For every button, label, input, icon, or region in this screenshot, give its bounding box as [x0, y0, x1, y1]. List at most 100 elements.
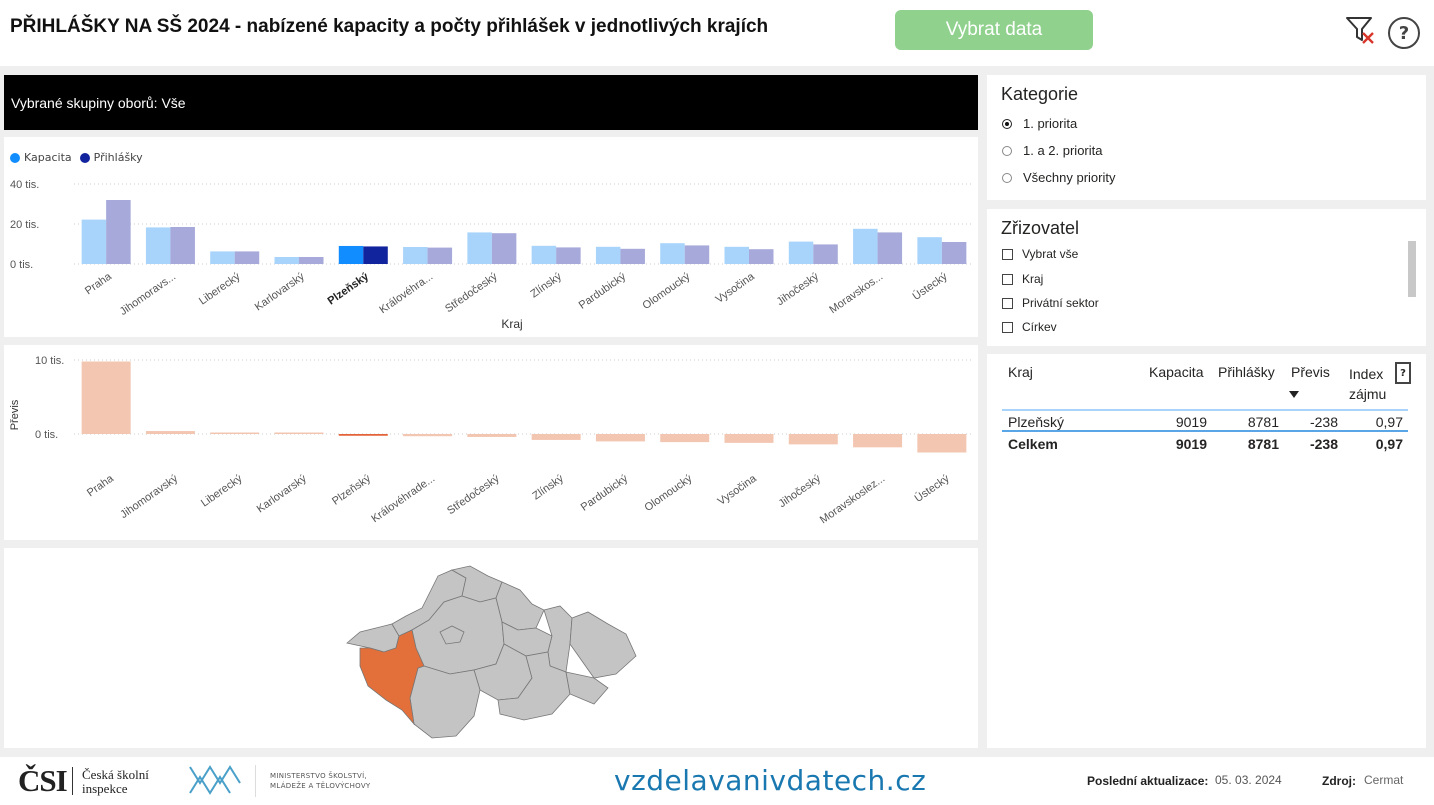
- category-option-1[interactable]: 1. priorita: [1002, 116, 1077, 131]
- radio-selected[interactable]: [1002, 118, 1012, 129]
- x-tick-label: Moravskos...: [827, 271, 885, 317]
- category-option-label: Všechny priority: [1023, 170, 1116, 185]
- csi-name-line1: Česká školní: [82, 767, 149, 782]
- bar-prihlasky[interactable]: [170, 227, 195, 264]
- map-region-karlovarsky[interactable]: [346, 623, 400, 653]
- website-link[interactable]: vzdelavanivdatech.cz: [614, 764, 927, 797]
- radio-unselected[interactable]: [1002, 145, 1012, 156]
- checkbox[interactable]: [1002, 273, 1013, 285]
- bar-previs[interactable]: [531, 434, 581, 440]
- bar-previs[interactable]: [338, 434, 388, 436]
- bar-previs[interactable]: [145, 431, 195, 434]
- category-option-2[interactable]: 1. a 2. priorita: [1002, 143, 1103, 158]
- chart-legend: Kapacita Přihlášky: [10, 151, 143, 164]
- page-title: PŘIHLÁŠKY NA SŠ 2024 - nabízené kapacity…: [10, 16, 769, 37]
- founder-option-church[interactable]: Církev: [1002, 320, 1057, 334]
- map-region-plzensky[interactable]: [359, 629, 425, 726]
- csi-name: Česká školní inspekce: [82, 768, 149, 796]
- founder-option-kraj[interactable]: Kraj: [1002, 272, 1043, 286]
- bar-previs[interactable]: [403, 434, 453, 437]
- map-region-jihocesky[interactable]: [409, 665, 481, 739]
- bar-kapacita[interactable]: [660, 243, 685, 264]
- bar-kapacita[interactable]: [81, 219, 107, 264]
- clear-filter-icon[interactable]: [1344, 14, 1378, 46]
- bar-kapacita[interactable]: [595, 246, 621, 264]
- checkbox[interactable]: [1002, 321, 1013, 333]
- x-tick-label: Olomoucký: [640, 270, 692, 312]
- x-tick-label: Pardubický: [579, 472, 631, 513]
- slicer-scrollbar[interactable]: [1408, 241, 1416, 297]
- help-icon[interactable]: ?: [1388, 17, 1420, 49]
- bar-chart-svg: 40 tis. 20 tis. 0 tis. Praha Jihomoravs... Li…: [10, 179, 974, 331]
- map-region-zlinsky[interactable]: [565, 671, 609, 705]
- bar-prihlasky[interactable]: [106, 200, 131, 264]
- bar-kapacita[interactable]: [531, 245, 557, 264]
- sort-desc-icon[interactable]: [1289, 391, 1299, 398]
- bar-prihlasky[interactable]: [684, 245, 710, 264]
- bar-kapacita[interactable]: [917, 237, 942, 264]
- czech-map-svg: [346, 565, 637, 739]
- bar-prihlasky[interactable]: [427, 247, 453, 264]
- bar-prihlasky[interactable]: [941, 242, 967, 264]
- bar-previs[interactable]: [595, 434, 645, 442]
- category-option-3[interactable]: Všechny priority: [1002, 170, 1115, 185]
- x-tick-label: Liberecký: [197, 270, 243, 307]
- bar-previs[interactable]: [917, 434, 967, 453]
- bar-kapacita[interactable]: [338, 245, 364, 264]
- x-tick-label: Zlínský: [530, 472, 566, 502]
- bar-previs[interactable]: [853, 434, 903, 448]
- col-header-index[interactable]: Index zájmu: [1349, 364, 1386, 404]
- bar-prihlasky[interactable]: [299, 257, 324, 264]
- bar-previs[interactable]: [274, 432, 324, 435]
- bar-prihlasky[interactable]: [363, 246, 388, 264]
- column-help-icon[interactable]: ?: [1395, 362, 1411, 384]
- bar-previs[interactable]: [210, 432, 260, 435]
- col-header-prihlasky[interactable]: Přihlášky: [1218, 364, 1275, 380]
- select-data-button[interactable]: Vybrat data: [895, 10, 1093, 50]
- bar-kapacita[interactable]: [788, 241, 814, 264]
- bar-previs[interactable]: [660, 434, 710, 443]
- bar-kapacita[interactable]: [274, 257, 300, 264]
- bar-kapacita[interactable]: [210, 251, 235, 264]
- bar-prihlasky[interactable]: [234, 251, 260, 264]
- region-map[interactable]: [4, 548, 978, 748]
- surplus-chart[interactable]: 10 tis. 0 tis. Převis Praha Jihomoravský Libe…: [4, 345, 978, 540]
- category-option-label: 1. priorita: [1023, 116, 1078, 131]
- checkbox[interactable]: [1002, 297, 1013, 309]
- x-tick-label: Moravskoslez...: [818, 473, 887, 527]
- map-region-jihomoravsky[interactable]: [497, 651, 571, 721]
- surplus-chart-svg: 10 tis. 0 tis. Převis Praha Jihomoravský Libe…: [9, 355, 974, 527]
- total-index: 0,97: [1375, 436, 1403, 452]
- bar-prihlasky[interactable]: [491, 233, 517, 264]
- bar-prihlasky[interactable]: [556, 247, 581, 264]
- checkbox[interactable]: [1002, 248, 1013, 260]
- bar-previs[interactable]: [467, 434, 517, 437]
- capacity-applications-chart[interactable]: Kapacita Přihlášky 40 tis. 20 tis. 0 tis. P…: [4, 137, 978, 337]
- bar-previs[interactable]: [81, 361, 131, 434]
- bar-prihlasky[interactable]: [813, 244, 838, 264]
- bar-kapacita[interactable]: [467, 232, 492, 264]
- bar-kapacita[interactable]: [145, 227, 171, 264]
- legend-kapacita: Kapacita: [24, 151, 72, 164]
- bar-prihlasky[interactable]: [749, 249, 774, 264]
- col-header-kapacita[interactable]: Kapacita: [1149, 364, 1204, 380]
- msmt-divider: [255, 765, 256, 797]
- bar-prihlasky[interactable]: [620, 248, 645, 264]
- map-region-praha[interactable]: [439, 625, 465, 645]
- bar-kapacita[interactable]: [403, 247, 428, 264]
- founder-option-private[interactable]: Privátní sektor: [1002, 296, 1099, 310]
- bar-prihlasky[interactable]: [877, 232, 903, 264]
- map-region-moravskoslezsky[interactable]: [569, 611, 637, 679]
- bar-previs[interactable]: [788, 434, 838, 445]
- bar-kapacita[interactable]: [724, 246, 750, 264]
- bar-kapacita[interactable]: [853, 228, 878, 264]
- x-tick-label: Vysočina: [714, 270, 758, 306]
- founder-option-select-all[interactable]: Vybrat vše: [1002, 247, 1078, 261]
- table-row[interactable]: Plzeňský 9019 8781 -238 0,97: [1002, 411, 1408, 432]
- bar-previs[interactable]: [724, 434, 774, 443]
- total-previs: -238: [1309, 436, 1338, 452]
- col-header-kraj[interactable]: Kraj: [1008, 364, 1033, 380]
- x-tick-label: Ústecký: [910, 270, 950, 303]
- col-header-previs[interactable]: Převis: [1291, 364, 1330, 380]
- radio-unselected[interactable]: [1002, 172, 1012, 183]
